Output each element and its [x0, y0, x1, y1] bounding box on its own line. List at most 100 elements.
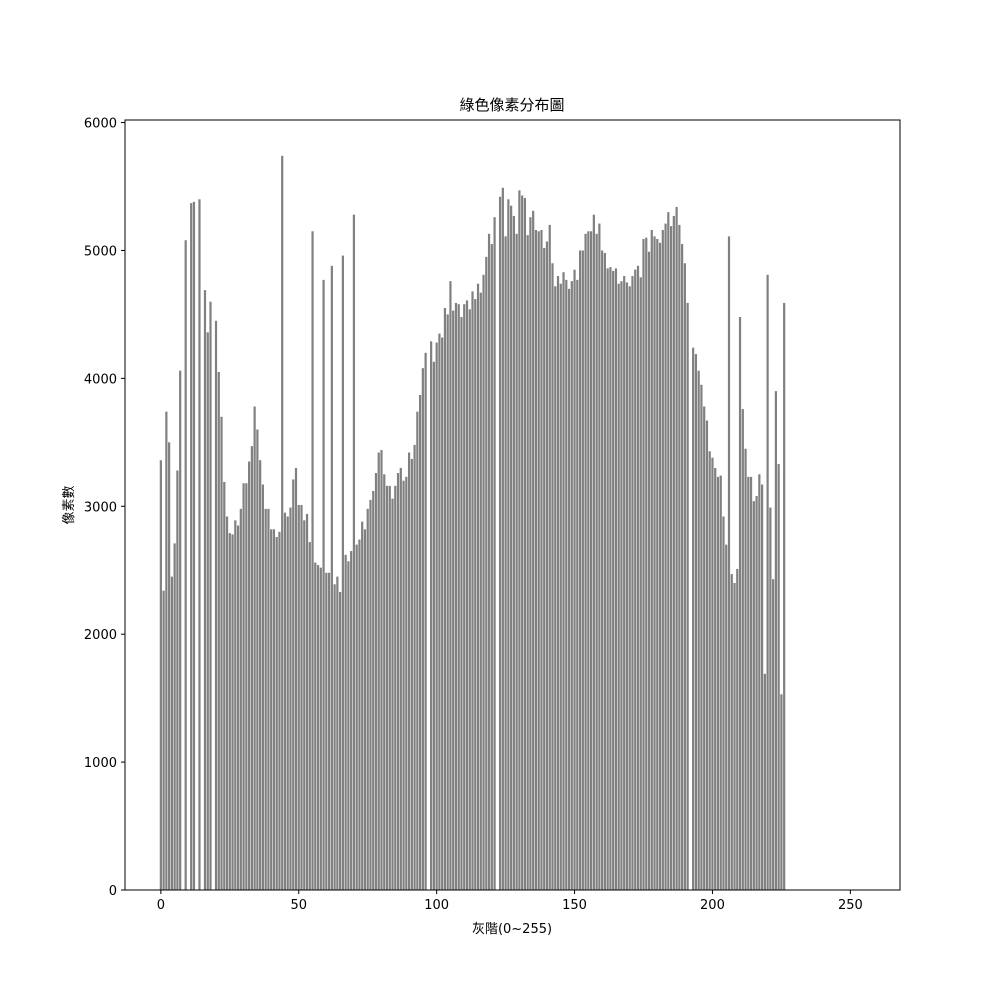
bar-39: [267, 508, 270, 890]
bar-164: [612, 270, 615, 890]
plot-area-frame: [124, 119, 901, 891]
bar-12: [192, 201, 196, 891]
bar-77: [372, 490, 375, 890]
chart-title: 綠色像素分布圖: [459, 96, 564, 114]
bar-160: [601, 250, 604, 891]
bar-132: [523, 198, 527, 890]
bar-106: [452, 310, 455, 891]
bar-69: [350, 551, 353, 890]
x-tick-label: 150: [562, 898, 587, 913]
bar-196: [700, 384, 703, 890]
bar-53: [305, 513, 309, 890]
bar-194: [694, 354, 698, 890]
bar-186: [672, 215, 675, 890]
bar-72: [358, 539, 361, 890]
bar-185: [669, 226, 673, 890]
bar-27: [234, 520, 237, 890]
bar-67: [344, 554, 347, 890]
bar-207: [730, 574, 733, 890]
bar-150: [573, 269, 576, 890]
bar-28: [236, 525, 240, 890]
bar-226: [783, 302, 786, 890]
bar-134: [529, 217, 532, 890]
bar-201: [714, 467, 717, 890]
bar-193: [692, 347, 695, 890]
bar-20: [214, 320, 218, 890]
bar-155: [587, 231, 590, 890]
bar-60: [325, 572, 328, 890]
bar-75: [366, 508, 369, 890]
y-axis-ticks: 0 1000 2000 3000 4000 5000 6000: [84, 117, 125, 899]
bar-168: [623, 276, 626, 890]
bar-76: [369, 499, 372, 890]
bar-178: [650, 230, 653, 890]
bar-188: [678, 224, 681, 890]
bar-174: [639, 277, 642, 891]
bar-88: [402, 480, 405, 890]
bar-73: [361, 521, 364, 890]
bar-40: [270, 529, 273, 890]
bar-82: [385, 485, 389, 890]
bar-114: [474, 299, 477, 890]
bar-115: [476, 283, 480, 891]
bar-152: [578, 250, 582, 891]
bar-3: [168, 442, 171, 890]
bar-126: [507, 199, 510, 891]
bar-145: [559, 283, 562, 891]
x-tick-label: 0: [157, 898, 165, 913]
bar-37: [261, 484, 265, 890]
y-axis-label: 像素數: [62, 485, 77, 524]
bar-141: [548, 224, 551, 890]
bar-51: [300, 505, 303, 890]
bar-9: [184, 240, 187, 891]
bar-162: [606, 268, 609, 890]
bar-116: [479, 292, 482, 890]
bar-26: [231, 534, 234, 890]
bar-96: [424, 352, 427, 890]
bar-44: [281, 155, 284, 890]
bar-66: [341, 255, 344, 890]
bar-223: [774, 391, 777, 890]
y-tick-label: 3000: [84, 500, 117, 515]
y-tick-label: 6000: [84, 117, 117, 132]
bar-91: [410, 458, 413, 890]
bar-104: [446, 314, 449, 890]
bar-209: [736, 568, 739, 890]
bar-139: [543, 247, 546, 890]
bar-47: [289, 507, 292, 890]
bar-102: [441, 337, 444, 890]
bar-146: [562, 272, 565, 891]
bar-95: [421, 368, 424, 890]
bar-157: [592, 214, 595, 890]
bar-113: [471, 291, 474, 890]
bar-24: [225, 516, 229, 890]
bar-127: [510, 205, 513, 890]
bar-131: [521, 195, 524, 891]
bar-211: [741, 409, 744, 890]
bar-182: [661, 230, 664, 890]
bar-171: [631, 276, 634, 890]
bar-38: [264, 508, 267, 890]
bar-219: [763, 673, 766, 890]
bar-133: [526, 235, 529, 890]
bar-191: [686, 302, 689, 890]
bar-190: [683, 263, 686, 890]
bar-143: [554, 286, 557, 890]
bar-85: [394, 485, 397, 890]
bar-33: [250, 446, 253, 890]
bar-169: [625, 282, 629, 890]
bar-121: [493, 217, 496, 890]
x-tick-label: 50: [290, 898, 307, 913]
bar-214: [749, 476, 753, 890]
bar-197: [703, 406, 706, 890]
bar-61: [327, 572, 331, 890]
bar-65: [339, 591, 342, 890]
bar-151: [576, 279, 579, 890]
bar-225: [780, 694, 783, 890]
bar-205: [725, 544, 728, 890]
y-tick-label: 5000: [84, 244, 117, 259]
bar-218: [761, 484, 764, 890]
bar-59: [322, 279, 325, 890]
bar-83: [388, 485, 391, 890]
bar-16: [203, 290, 207, 890]
